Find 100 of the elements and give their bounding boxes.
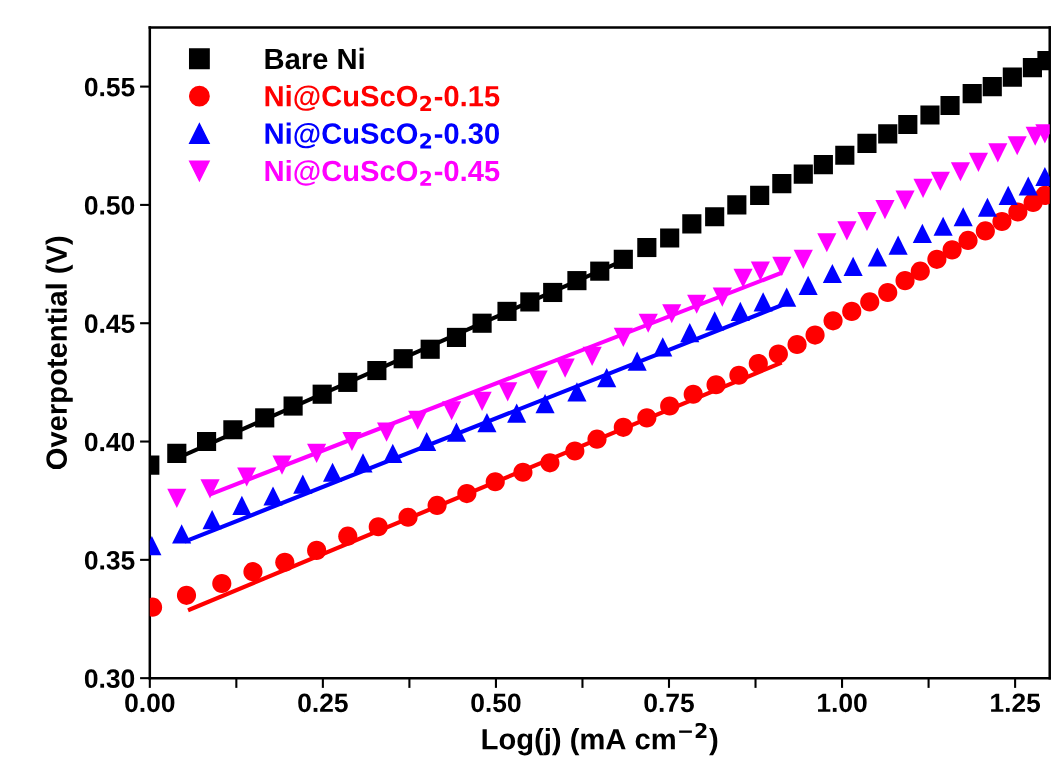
point	[197, 431, 217, 452]
point	[772, 256, 792, 276]
point	[555, 358, 575, 378]
point	[263, 486, 283, 506]
point	[200, 479, 220, 499]
point	[878, 124, 898, 144]
point	[822, 263, 842, 284]
point	[427, 495, 447, 515]
point	[442, 401, 462, 421]
y-tick-label: 0.35	[84, 550, 135, 570]
point	[933, 216, 953, 236]
point	[813, 155, 833, 175]
point	[232, 495, 252, 515]
point	[772, 174, 792, 194]
point	[958, 230, 978, 250]
point	[988, 143, 1008, 163]
point	[446, 327, 467, 347]
point	[587, 429, 607, 449]
point	[910, 261, 930, 281]
y-axis-title: Overpotential (V)	[45, 236, 73, 470]
point	[457, 484, 477, 504]
point	[982, 77, 1002, 97]
point	[942, 240, 962, 260]
point	[540, 453, 560, 473]
point	[338, 372, 358, 392]
point	[393, 349, 413, 369]
point	[768, 344, 788, 364]
point	[535, 394, 555, 414]
point	[597, 368, 617, 388]
point	[878, 282, 898, 303]
x-tick-label: 0.50	[471, 693, 521, 713]
point	[565, 441, 585, 461]
point	[446, 422, 467, 442]
point	[613, 249, 633, 269]
point	[888, 235, 908, 255]
point	[255, 408, 275, 428]
point	[472, 313, 492, 333]
point	[613, 327, 633, 347]
point	[835, 145, 855, 165]
point	[712, 287, 732, 307]
y-tick-label: 0.55	[84, 77, 135, 97]
point	[895, 271, 915, 291]
legend-label: Ni@CuScO$_{2}$-0.30	[265, 122, 499, 149]
point	[793, 249, 813, 269]
point	[793, 164, 813, 184]
point	[637, 237, 657, 258]
point	[590, 261, 610, 281]
point	[857, 211, 877, 232]
point	[837, 221, 857, 241]
point	[920, 105, 940, 125]
point	[968, 152, 988, 172]
point	[627, 351, 647, 371]
point	[613, 417, 633, 437]
point	[653, 337, 673, 357]
x-tick-label: 0.00	[125, 693, 175, 713]
point	[682, 214, 702, 234]
point	[753, 292, 773, 312]
point	[307, 443, 327, 463]
point	[805, 325, 825, 345]
point	[420, 339, 440, 359]
legend-label: Ni@CuScO$_{2}$-0.45	[265, 159, 500, 186]
point	[680, 323, 700, 343]
legend-label: Ni@CuScO$_{2}$-0.15	[265, 85, 500, 112]
point	[383, 443, 403, 463]
point	[472, 391, 492, 411]
x-tick-label: 0.25	[298, 693, 348, 713]
point	[912, 223, 932, 243]
point	[353, 453, 373, 473]
point	[398, 507, 418, 527]
point	[293, 474, 313, 494]
point	[477, 413, 497, 433]
point	[992, 211, 1012, 232]
x-tick-label: 1.25	[991, 693, 1041, 713]
y-tick-label: 0.45	[84, 314, 135, 334]
point	[705, 207, 725, 227]
point	[212, 573, 232, 594]
point	[368, 517, 388, 537]
point	[895, 190, 915, 210]
point	[528, 370, 548, 390]
point	[1002, 67, 1022, 87]
point	[823, 311, 843, 331]
point	[1018, 176, 1038, 196]
point	[567, 271, 587, 291]
point	[408, 410, 428, 430]
point	[283, 396, 303, 416]
point	[307, 540, 327, 560]
point	[272, 455, 292, 475]
point	[662, 304, 682, 324]
point	[638, 313, 658, 333]
point	[913, 178, 933, 198]
point	[1008, 202, 1028, 222]
point	[687, 294, 707, 314]
point	[777, 287, 797, 307]
point	[750, 185, 770, 206]
point	[729, 365, 749, 385]
point	[520, 292, 540, 312]
point	[312, 384, 332, 404]
point	[322, 462, 343, 482]
point	[507, 403, 527, 423]
x-axis-title: Log(j) (mA cm$^{−2}$)	[482, 722, 718, 756]
